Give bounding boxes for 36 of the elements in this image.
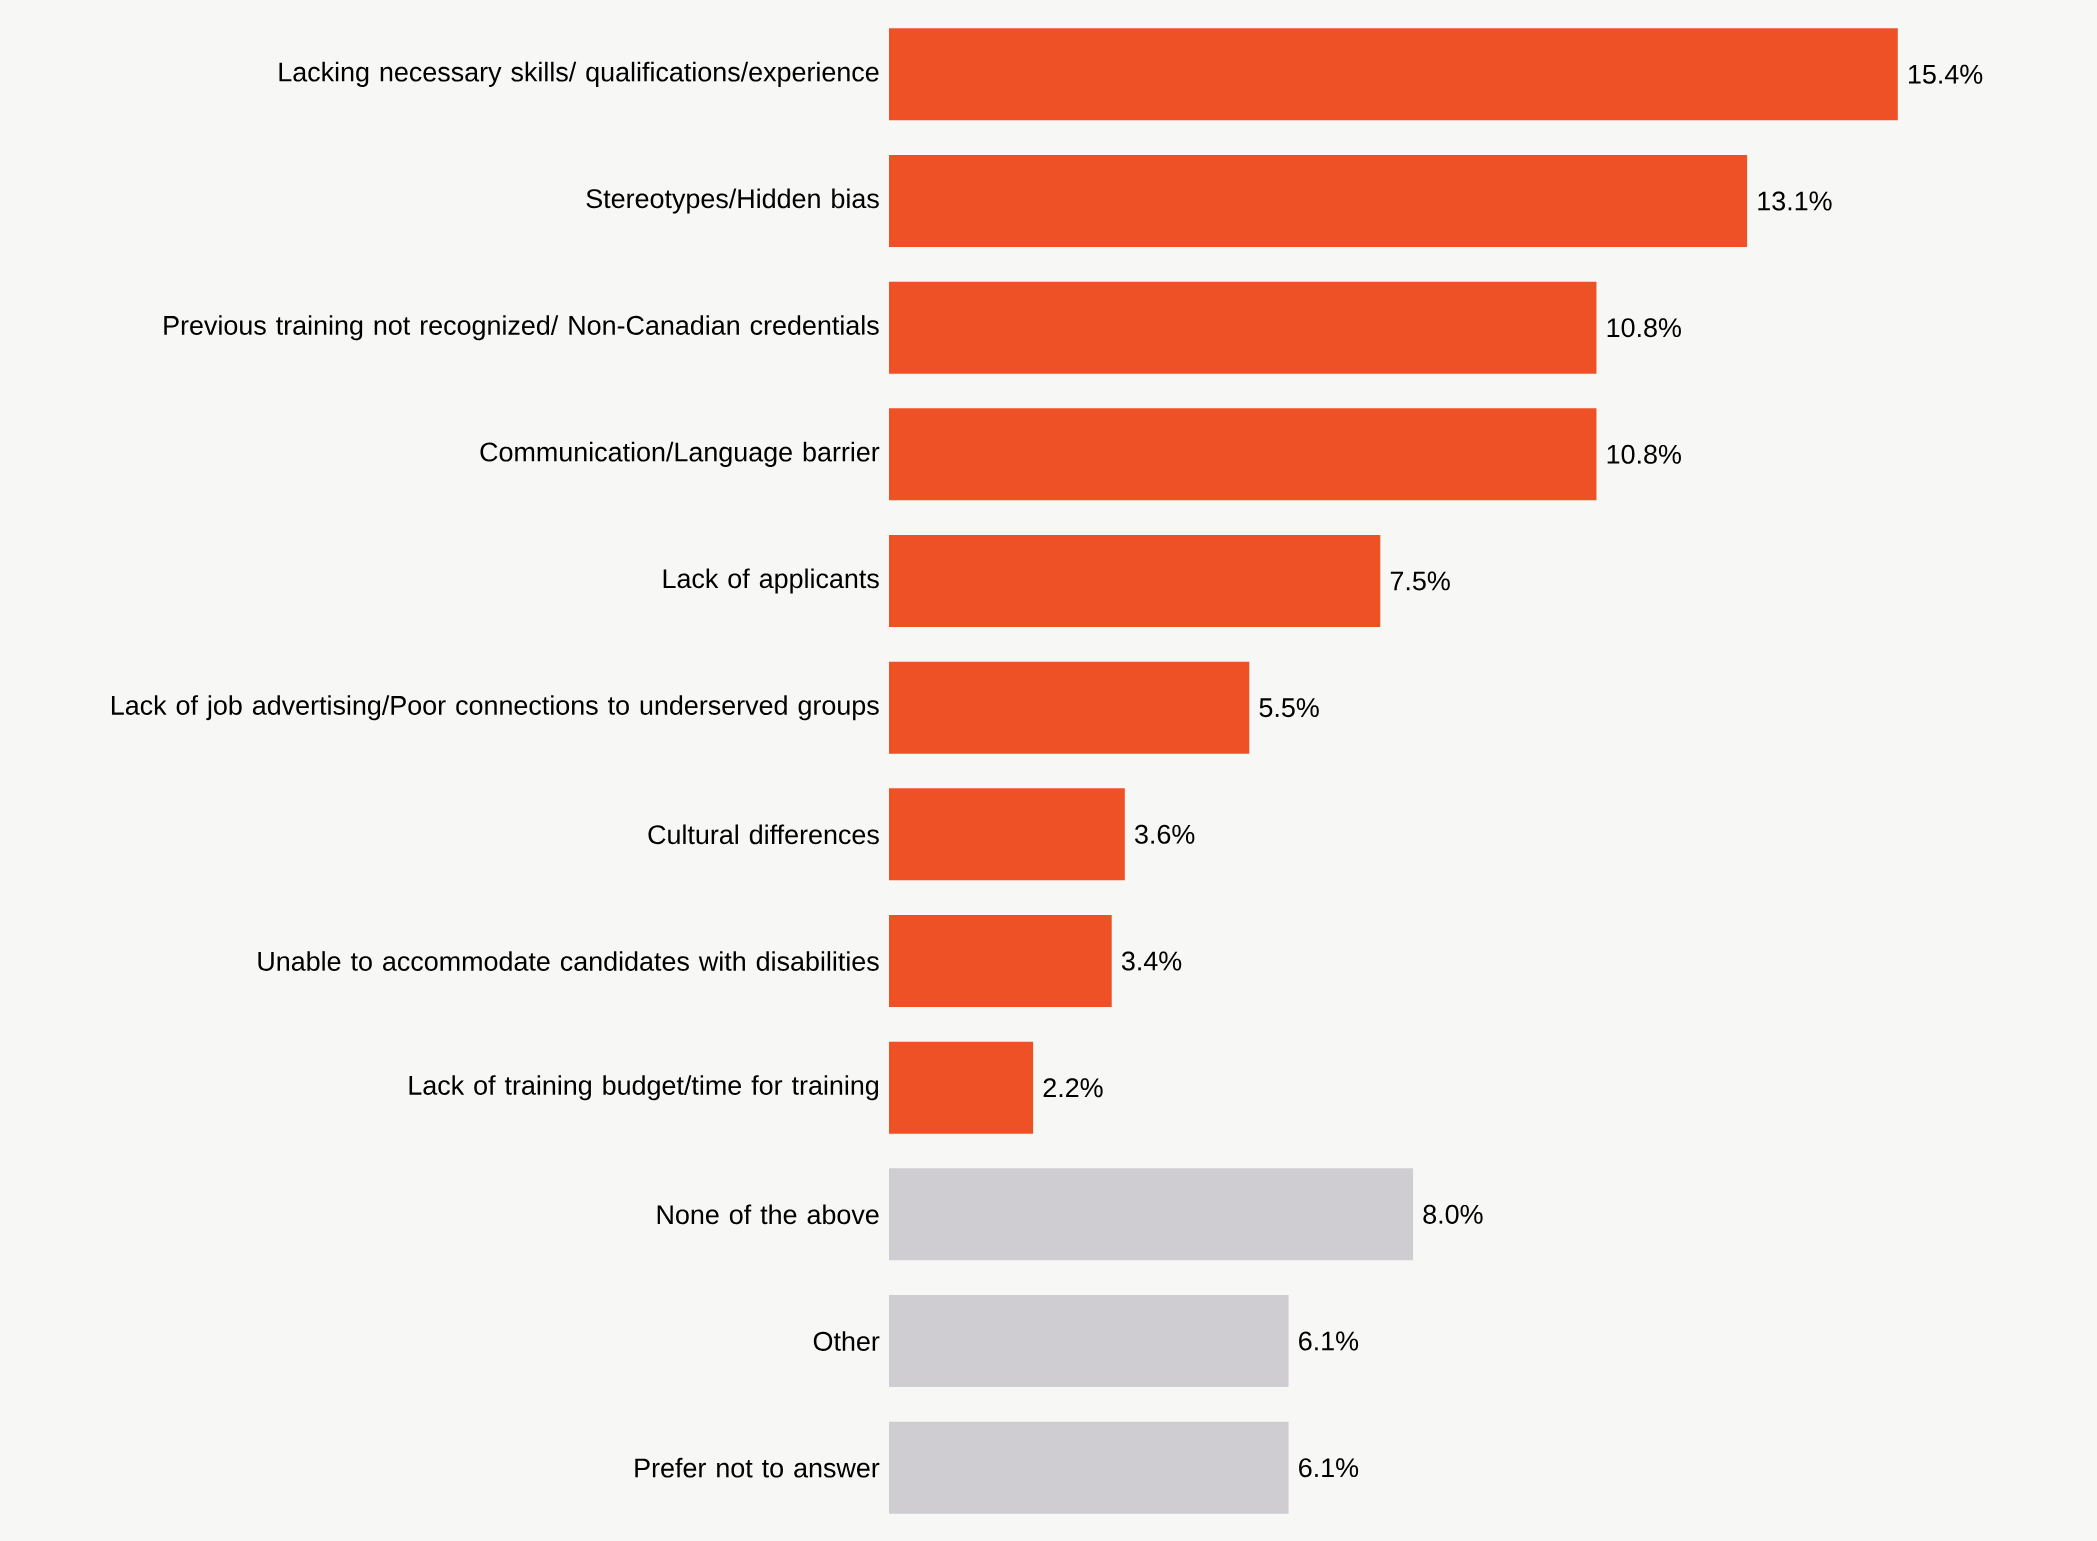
- data-label: 10.8%: [1607, 318, 1681, 338]
- data-label: 10.8%: [1607, 444, 1681, 464]
- y-tick-label: Cultural differences: [648, 824, 879, 845]
- bar: [889, 281, 1597, 374]
- data-label: 5.5%: [1259, 698, 1319, 718]
- bar: [889, 155, 1748, 248]
- data-label: 6.1%: [1299, 1458, 1359, 1478]
- bar: [889, 535, 1381, 628]
- data-label: 6.1%: [1299, 1331, 1359, 1351]
- bar: [889, 788, 1125, 881]
- bar: [889, 408, 1597, 501]
- bar: [889, 1295, 1289, 1388]
- bar: [889, 1421, 1289, 1514]
- data-label: 7.5%: [1390, 571, 1450, 591]
- y-tick-label: Lack of job advertising/Poor connections to underserved groups: [111, 695, 879, 721]
- bar: [889, 28, 1898, 121]
- y-tick-label: Unable to accommodate candidates with disabilities: [258, 951, 879, 971]
- data-label: 15.4%: [1908, 64, 1983, 84]
- y-tick-label: Lack of applicants: [663, 568, 879, 594]
- y-tick-label: Previous training not recognized/ Non-Canadian credentials: [164, 315, 879, 341]
- data-label: 3.6%: [1135, 824, 1195, 844]
- bar: [889, 915, 1112, 1008]
- y-tick-label: Prefer not to answer: [635, 1457, 880, 1478]
- bar: [889, 1041, 1034, 1134]
- data-label: 13.1%: [1758, 191, 1832, 211]
- y-tick-label: Other: [813, 1331, 880, 1351]
- y-tick-label: None of the above: [657, 1204, 879, 1225]
- data-label: 2.2%: [1043, 1078, 1103, 1098]
- y-tick-label: Stereotypes/Hidden bias: [586, 188, 879, 214]
- y-tick-label: Lack of training budget/time for training: [409, 1075, 879, 1101]
- y-tick-label: Lacking necessary skills/ qualifications/experience: [279, 61, 879, 87]
- data-label: 3.4%: [1121, 951, 1182, 971]
- bar: [889, 1168, 1414, 1261]
- data-label: 8.0%: [1423, 1204, 1483, 1224]
- y-tick-label: Communication/Language barrier: [480, 441, 880, 467]
- bar: [889, 661, 1250, 754]
